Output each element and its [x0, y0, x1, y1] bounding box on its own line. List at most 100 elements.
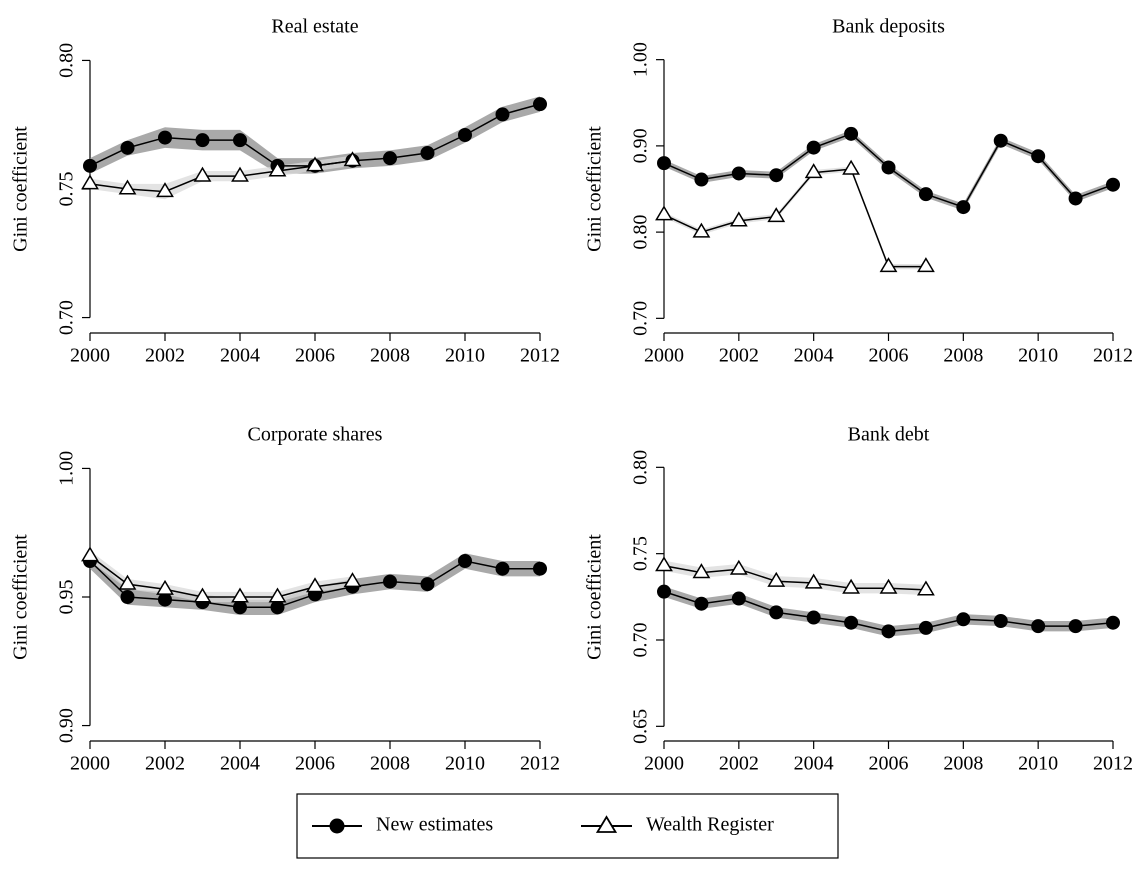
x-tick-label: 2012 [1093, 345, 1133, 367]
x-tick-label: 2010 [445, 345, 485, 367]
point [233, 133, 247, 148]
point [806, 140, 821, 155]
point [120, 590, 135, 604]
point [655, 556, 673, 572]
point [158, 130, 172, 145]
x-tick-label: 2008 [370, 345, 410, 367]
x-tick-label: 2000 [70, 345, 110, 367]
y-tick-label: 0.80 [630, 450, 652, 485]
point [729, 559, 748, 575]
point [844, 615, 859, 630]
series-line [89, 159, 353, 193]
x-tick-label: 2008 [943, 345, 983, 367]
point [1031, 619, 1046, 634]
point [993, 133, 1008, 148]
point [804, 573, 823, 589]
x-tick-label: 2012 [520, 753, 560, 775]
series-line [663, 565, 926, 591]
point [918, 620, 933, 635]
point [769, 605, 784, 620]
point [193, 587, 212, 603]
y-tick-label: 0.90 [630, 128, 652, 163]
y-tick-label: 0.70 [630, 301, 652, 336]
point [692, 222, 711, 238]
point [156, 182, 174, 198]
x-tick-label: 2008 [943, 753, 983, 775]
panel-title: Corporate shares [248, 424, 383, 446]
legend-marker [595, 815, 618, 833]
x-tick-label: 2004 [220, 345, 260, 367]
point [993, 614, 1008, 628]
point [879, 257, 898, 273]
x-tick-label: 2010 [1018, 753, 1058, 775]
x-tick-label: 2004 [794, 753, 834, 775]
point [193, 166, 212, 182]
x-tick-label: 2000 [644, 345, 684, 367]
x-tick-label: 2006 [869, 753, 909, 775]
point [270, 600, 285, 615]
point [81, 546, 99, 562]
x-tick-label: 2002 [719, 753, 759, 775]
x-tick-label: 2004 [794, 345, 834, 367]
point [268, 587, 287, 603]
point [916, 580, 935, 596]
point [306, 156, 324, 172]
point [692, 563, 711, 579]
point [343, 151, 362, 167]
point [842, 159, 861, 175]
point [420, 577, 435, 592]
point [458, 554, 472, 568]
point [156, 579, 174, 595]
x-tick-label: 2004 [220, 753, 260, 775]
point [918, 187, 933, 202]
x-tick-label: 2002 [719, 345, 759, 367]
x-tick-label: 2010 [1018, 345, 1058, 367]
point [495, 107, 510, 122]
y-tick-label: 0.80 [56, 43, 78, 78]
series-line [663, 168, 926, 268]
point [916, 257, 935, 273]
y-tick-label: 0.90 [56, 708, 78, 743]
point [1106, 615, 1120, 630]
point [495, 561, 510, 576]
point [383, 574, 397, 589]
x-tick-label: 2002 [145, 345, 185, 367]
point [83, 158, 97, 173]
point [231, 587, 249, 603]
point [657, 156, 671, 171]
x-tick-label: 2000 [70, 753, 110, 775]
panel-title: Bank debt [848, 424, 930, 446]
x-tick-label: 2006 [295, 753, 335, 775]
point [533, 561, 547, 576]
y-tick-label: 0.70 [56, 300, 78, 335]
point [195, 133, 210, 148]
point [804, 163, 823, 179]
y-axis-label: Gini coefficient [584, 126, 606, 252]
point [655, 205, 673, 221]
point [694, 596, 709, 611]
y-tick-label: 1.00 [56, 451, 78, 486]
x-tick-label: 2008 [370, 753, 410, 775]
point [731, 166, 746, 181]
point [956, 200, 971, 215]
y-tick-label: 1.00 [630, 42, 652, 77]
point [81, 174, 99, 190]
point [118, 574, 137, 590]
y-axis-label: Gini coefficient [10, 126, 32, 252]
panel-title: Bank deposits [832, 16, 945, 38]
point [1068, 619, 1083, 634]
x-tick-label: 2000 [644, 753, 684, 775]
y-tick-label: 0.95 [56, 580, 78, 615]
legend-label: New estimates [376, 814, 493, 836]
point [233, 600, 247, 615]
y-tick-label: 0.75 [56, 172, 78, 207]
point [1031, 149, 1046, 164]
point [533, 97, 547, 112]
confidence-band [664, 560, 926, 596]
point [1068, 191, 1083, 206]
y-axis-label: Gini coefficient [10, 534, 32, 660]
point [769, 168, 784, 183]
x-tick-label: 2012 [520, 345, 560, 367]
y-tick-label: 0.65 [630, 709, 652, 744]
point [767, 207, 786, 223]
